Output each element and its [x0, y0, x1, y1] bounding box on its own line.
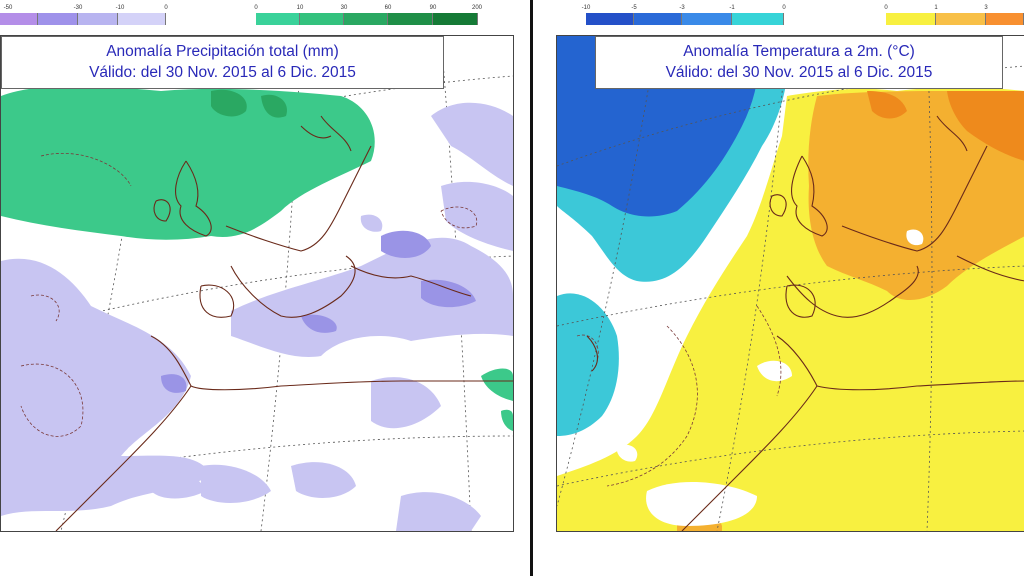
warm-anomaly-areas	[557, 87, 1024, 531]
colorbar-segment	[78, 13, 118, 25]
precipitation-title: Anomalía Precipitación total (mm) Válido…	[1, 36, 444, 89]
colorbar-segment	[433, 13, 478, 25]
colorbar-tick: -30	[73, 5, 83, 11]
colorbar-tick: 10	[296, 5, 304, 11]
colorbar-segment	[344, 13, 388, 25]
precip-positive-colorbar	[256, 13, 478, 25]
colorbar-tick: 90	[429, 5, 437, 11]
colorbar-tick: 0	[254, 5, 258, 11]
colorbar-tick: 0	[164, 5, 168, 11]
precipitation-map-svg	[1, 36, 513, 531]
colorbar-tick: 0	[782, 5, 786, 11]
strong-dry-areas	[161, 230, 476, 393]
title-line-1: Anomalía Precipitación total (mm)	[106, 43, 339, 60]
temperature-title: Anomalía Temperatura a 2m. (°C) Válido: …	[595, 36, 1003, 89]
contour-lines	[20, 152, 478, 437]
colorbar-tick: -10	[581, 5, 591, 11]
colorbar-tick: 1	[934, 5, 938, 11]
colorbar-segment	[256, 13, 300, 25]
colorbar-tick: -3	[679, 5, 685, 11]
panel-divider	[530, 0, 533, 576]
precip-negative-colorbar	[0, 13, 166, 25]
temperature-panel: -10 -5 -3 -1 0 0 1 3	[534, 0, 1024, 576]
wet-anomaly-areas	[1, 86, 513, 431]
colorbar-segment	[886, 13, 936, 25]
coastlines	[55, 115, 513, 531]
colorbar-segment	[986, 13, 1024, 25]
colorbar-tick: 60	[384, 5, 392, 11]
colorbar-segment	[388, 13, 433, 25]
title-line-2: Válido: del 30 Nov. 2015 al 6 Dic. 2015	[665, 64, 933, 81]
precipitation-panel: -50 -30 -10 0 0 10 30 60 90 200	[0, 5, 514, 532]
dry-anomaly-areas	[1, 102, 513, 531]
precipitation-map[interactable]: Anomalía Precipitación total (mm) Válido…	[0, 35, 514, 532]
colorbar-segment	[936, 13, 986, 25]
temp-positive-colorbar	[886, 13, 1024, 25]
colorbar-tick: 200	[471, 5, 483, 11]
coastlines	[586, 115, 1024, 531]
colorbar-segment	[682, 13, 732, 25]
neutral-gaps	[616, 229, 924, 526]
strong-wet-areas	[211, 89, 287, 118]
colorbar-segment	[732, 13, 784, 25]
temp-negative-colorbar	[586, 13, 784, 25]
colorbar-tick: -5	[631, 5, 637, 11]
graticule	[1, 36, 513, 531]
colorbar-tick: 0	[884, 5, 888, 11]
title-line-2: Válido: del 30 Nov. 2015 al 6 Dic. 2015	[89, 64, 356, 81]
colorbar-tick: -1	[729, 5, 735, 11]
title-line-1: Anomalía Temperatura a 2m. (°C)	[683, 43, 915, 60]
colorbar-segment	[586, 13, 634, 25]
colorbar-tick: -10	[115, 5, 125, 11]
colorbar-segment	[118, 13, 166, 25]
colorbar-segment	[38, 13, 78, 25]
temperature-map[interactable]: Anomalía Temperatura a 2m. (°C) Válido: …	[556, 35, 1024, 532]
colorbar-segment	[634, 13, 682, 25]
temperature-map-svg	[557, 36, 1024, 531]
colorbar-tick: -50	[3, 5, 13, 11]
colorbar-tick: 3	[984, 5, 988, 11]
colorbar-segment	[300, 13, 344, 25]
colorbar-segment	[0, 13, 38, 25]
colorbar-tick: 30	[340, 5, 348, 11]
